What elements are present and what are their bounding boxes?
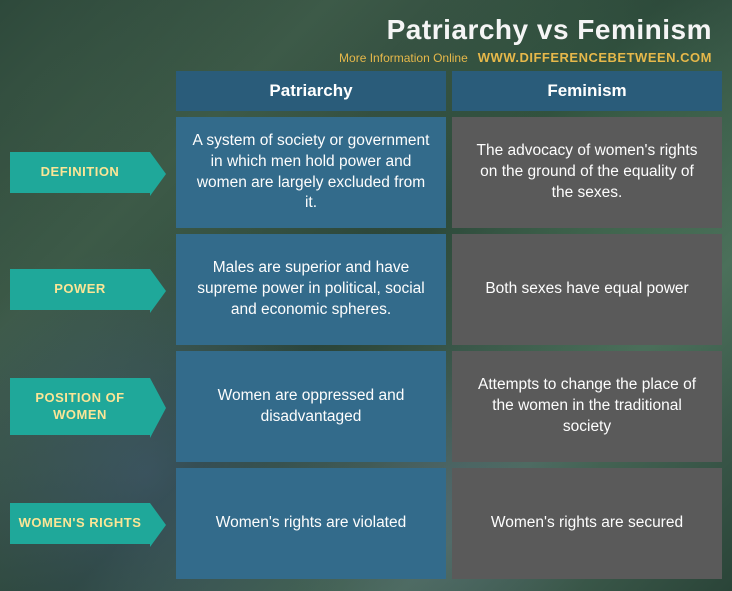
row-label-position: POSITION OF WOMEN [10, 378, 150, 436]
row-label-definition: DEFINITION [10, 152, 150, 193]
cell-rights-feminism: Women's rights are secured [452, 468, 722, 579]
subheader: More Information Online WWW.DIFFERENCEBE… [6, 50, 726, 71]
row-label-wrap: DEFINITION [10, 117, 170, 228]
column-header-patriarchy: Patriarchy [176, 71, 446, 111]
comparison-table: Patriarchy Feminism DEFINITION A system … [6, 71, 726, 583]
cell-power-feminism: Both sexes have equal power [452, 234, 722, 345]
page-title: Patriarchy vs Feminism [20, 14, 712, 46]
cell-definition-patriarchy: A system of society or government in whi… [176, 117, 446, 228]
row-label-rights: WOMEN'S RIGHTS [10, 503, 150, 544]
table-corner-empty [10, 71, 170, 111]
row-label-power: POWER [10, 269, 150, 310]
cell-position-patriarchy: Women are oppressed and disadvantaged [176, 351, 446, 462]
cell-definition-feminism: The advocacy of women's rights on the gr… [452, 117, 722, 228]
row-label-wrap: POWER [10, 234, 170, 345]
cell-position-feminism: Attempts to change the place of the wome… [452, 351, 722, 462]
cell-rights-patriarchy: Women's rights are violated [176, 468, 446, 579]
cell-power-patriarchy: Males are superior and have supreme powe… [176, 234, 446, 345]
more-info-text: More Information Online [339, 51, 468, 65]
site-url: WWW.DIFFERENCEBETWEEN.COM [478, 50, 712, 65]
main-container: Patriarchy vs Feminism More Information … [0, 0, 732, 591]
row-label-wrap: POSITION OF WOMEN [10, 351, 170, 462]
header: Patriarchy vs Feminism [6, 8, 726, 50]
column-header-feminism: Feminism [452, 71, 722, 111]
row-label-wrap: WOMEN'S RIGHTS [10, 468, 170, 579]
